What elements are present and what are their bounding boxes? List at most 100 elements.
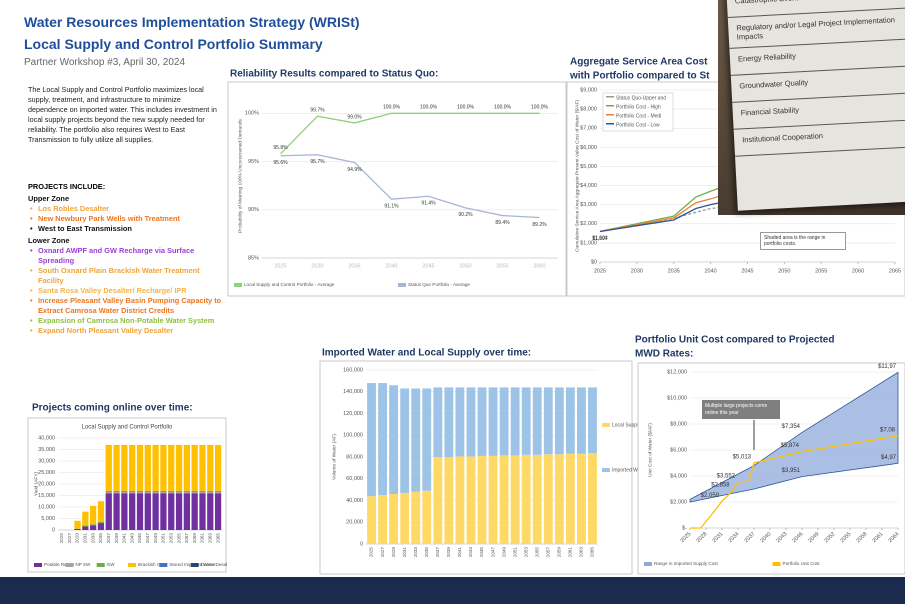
value-label: $1,604 (592, 236, 608, 242)
x-tick-label: 2063 (208, 533, 213, 544)
bar-segment (444, 457, 454, 544)
y-tick-label: 95% (248, 159, 259, 165)
legend-label: Status Quo-Upper and (616, 95, 666, 101)
bar-segment (105, 492, 112, 494)
bar-segment (113, 492, 120, 494)
legend-label: Portfolio Cost - Medi (616, 113, 661, 119)
legend-label: Portfolio Cost - High (616, 104, 661, 110)
legend-label: Range in Imported Supply Cost (654, 561, 719, 566)
bar-segment (160, 444, 167, 491)
bar-segment (152, 444, 159, 491)
bar-segment (121, 444, 128, 491)
legend-label: Status Quo Portfolio - Average (408, 282, 470, 287)
value-label: 99.7% (310, 108, 325, 114)
legend-label: Ocean Desal (201, 562, 228, 567)
bar-segment (543, 454, 553, 544)
bar-segment (168, 492, 175, 494)
series-line (280, 154, 540, 219)
bar-segment (521, 387, 531, 455)
y-tick-label: 160,000 (343, 367, 363, 373)
legend-swatch (606, 105, 614, 107)
y-tick-label: 35,000 (38, 447, 55, 453)
chart-title: with Portfolio compared to St (569, 71, 710, 82)
bar-segment (444, 387, 454, 457)
value-label: $7,08 (880, 427, 896, 433)
meeting: Partner Workshop #3, April 30, 2024 (24, 57, 186, 68)
project-item: Expansion of Camrosa Non-Potable Water S… (28, 316, 224, 326)
x-tick-label: 2031 (83, 533, 88, 544)
legend-swatch (234, 283, 242, 287)
x-tick-label: 2055 (176, 533, 181, 544)
bar-segment (144, 490, 151, 493)
zone-name: Upper Zone (28, 193, 70, 203)
legend-swatch (34, 563, 42, 567)
bar-segment (144, 444, 151, 491)
bar-segment (588, 387, 597, 454)
y-tick-label: 40,000 (38, 435, 55, 441)
bar-segment (183, 493, 190, 530)
y-tick-label: $1,000 (580, 240, 597, 246)
x-tick-label: 2045 (479, 547, 484, 558)
x-tick-label: 2043 (468, 547, 473, 558)
bar-segment (488, 387, 498, 456)
value-label: $5,874 (781, 443, 800, 449)
x-tick-label: 2025 (59, 533, 64, 544)
x-tick-label: 2049 (153, 533, 158, 544)
project-item: Oxnard AWPF and GW Recharge via Surface … (28, 246, 224, 266)
x-tick-label: 2027 (380, 547, 385, 558)
bar-segment (129, 493, 136, 530)
bar-segment (97, 521, 105, 524)
value-label: $1,597 (592, 236, 608, 242)
bar-segment (532, 387, 542, 455)
value-label: 100.0% (420, 105, 438, 111)
bar-segment (389, 493, 399, 544)
bar-segment (144, 493, 151, 530)
x-tick-label: 2033 (413, 547, 418, 558)
bar-segment (400, 492, 410, 544)
legend-swatch (159, 563, 168, 567)
value-label: 100.0% (457, 105, 475, 111)
bar-segment (97, 501, 105, 522)
bar-segment (82, 525, 89, 527)
legend-label: Portfolio Cost - Low (616, 122, 660, 128)
series-line (690, 435, 899, 529)
y-tick-label: 15,000 (38, 493, 55, 499)
value-label: 90.2% (458, 212, 473, 218)
range-band (689, 371, 899, 503)
legend-label: Brackish GW (138, 562, 165, 567)
bar-segment (82, 526, 89, 530)
legend-swatch (606, 123, 614, 125)
x-tick-label: 2040 (385, 263, 397, 269)
x-tick-label: 2041 (122, 533, 127, 544)
bar-segment (90, 525, 97, 530)
legend-label: NP SW (75, 562, 91, 567)
legend-swatch (128, 563, 136, 567)
x-tick-label: 2059 (557, 547, 562, 558)
bar-segment (152, 492, 159, 494)
description: The Local Supply and Control Portfolio m… (28, 85, 217, 144)
y-tick-label: 10,000 (38, 504, 55, 510)
value-label: 100.0% (383, 105, 401, 111)
x-tick-label: 2025 (274, 263, 286, 269)
y-tick-label: 100% (245, 111, 259, 117)
x-tick-label: 2055 (534, 547, 539, 558)
x-tick-label: 2025 (594, 268, 606, 274)
bar-segment (207, 490, 214, 493)
value-label: 89.2% (532, 222, 547, 228)
bar-segment (191, 493, 198, 530)
bar-segment (152, 493, 159, 530)
y-tick-label: 120,000 (343, 411, 363, 417)
x-tick-label: 2039 (114, 533, 119, 544)
bar-segment (577, 453, 586, 544)
bar-segment (82, 511, 89, 526)
bar-segment (207, 493, 214, 530)
y-tick-label: 0 (52, 527, 55, 533)
x-tick-label: 2027 (67, 533, 72, 544)
bar-segment (191, 492, 198, 494)
bar-segment (411, 491, 421, 544)
bar-segment (74, 528, 81, 530)
y-tick-label: 25,000 (38, 470, 55, 476)
y-tick-label: $4,000 (580, 183, 597, 189)
bar-segment (160, 492, 167, 494)
